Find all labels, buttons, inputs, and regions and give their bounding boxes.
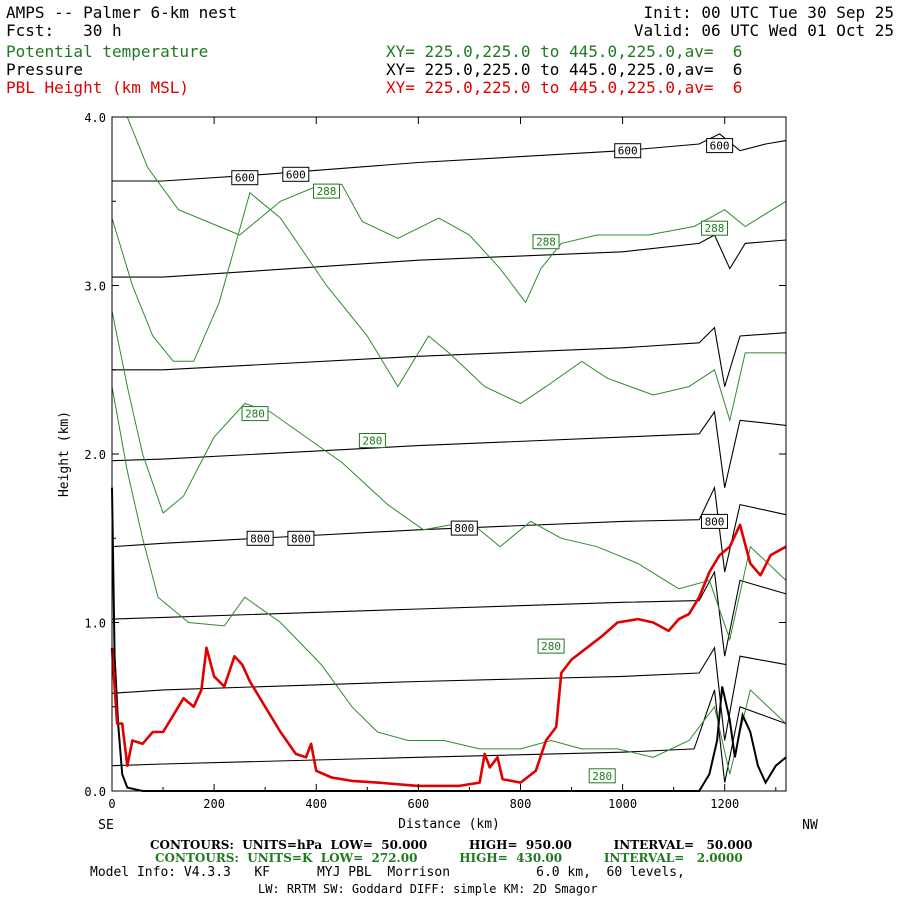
x-tick-label: 400 — [305, 797, 327, 811]
plot-frame — [111, 116, 787, 792]
x-tick-label: 200 — [203, 797, 225, 811]
valid-time: Valid: 06 UTC Wed 01 Oct 25 — [633, 21, 894, 40]
theta-contour-label-box — [358, 433, 386, 448]
xsection-spec-theta: XY= 225.0,225.0 to 445.0,225.0,av= 6 — [386, 42, 743, 61]
pressure-contour-label-box — [287, 530, 315, 546]
footer-contours-theta: CONTOURS: UNITS=K LOW= 272.00 HIGH= 430.… — [155, 851, 743, 865]
pressure-contour-label: 600 — [235, 172, 255, 185]
pressure-contour-900 — [111, 646, 787, 741]
field-label-theta: Potential temperature — [6, 42, 209, 61]
terrain-line — [111, 487, 787, 792]
pressure-contour-950 — [111, 689, 787, 783]
theta-contour-286 — [111, 191, 786, 423]
pressure-contour-label-box — [614, 143, 642, 159]
pressure-contour-800 — [111, 485, 787, 573]
y-axis-label: Height (km) — [57, 411, 72, 497]
xsection-spec-pbl: XY= 225.0,225.0 to 445.0,225.0,av= 6 — [386, 78, 743, 97]
pbl-height-line — [110, 523, 787, 788]
y-tick-label: 1.0 — [84, 617, 106, 631]
footer-physics: LW: RRTM SW: Goddard DIFF: simple KM: 2D… — [258, 882, 598, 896]
pressure-contour-850 — [111, 570, 787, 657]
pressure-contour-label: 800 — [454, 522, 474, 535]
theta-contour-label-box — [313, 183, 340, 199]
x-tick-label: 800 — [510, 797, 532, 811]
theta-contour-label: 280 — [592, 770, 612, 783]
left-end-label: SE — [98, 818, 114, 833]
y-tick-label: 2.0 — [84, 448, 106, 462]
y-tick-label: 0.0 — [84, 785, 106, 799]
pressure-contour-label-box — [282, 166, 310, 182]
y-tick-label: 4.0 — [84, 111, 106, 125]
x-tick-label: 600 — [408, 797, 430, 811]
x-tick-label: 1200 — [710, 797, 739, 811]
x-tick-label: 1000 — [608, 797, 637, 811]
terrain-path — [111, 487, 787, 792]
pressure-contour-650 — [112, 234, 787, 278]
pressure-contour-700 — [112, 326, 787, 387]
right-end-label: NW — [802, 818, 818, 833]
footer-model-info: Model Info: V4.3.3 KF MYJ PBL Morrison 6… — [90, 865, 685, 880]
pressure-contour-label: 800 — [705, 515, 725, 528]
pressure-contour-label-box — [701, 513, 728, 529]
footer-contours-pressure: CONTOURS: UNITS=hPa LOW= 50.000 HIGH= 95… — [150, 838, 753, 852]
theta-contour-288 — [126, 116, 787, 304]
field-label-pressure: Pressure — [6, 60, 84, 79]
x-tick-label: 0 — [108, 797, 115, 811]
x-axis-label: Distance (km) — [398, 817, 500, 832]
theta-contour-280 — [111, 386, 787, 775]
pressure-contour-label: 600 — [710, 140, 730, 153]
field-label-pbl: PBL Height (km MSL) — [6, 78, 190, 97]
pressure-contour-label: 800 — [250, 532, 270, 545]
theta-contour-label: 280 — [245, 408, 265, 421]
forecast-hour: Fcst: 30 h — [6, 21, 122, 40]
y-tick-label: 3.0 — [84, 280, 106, 294]
chart-title: AMPS -- Palmer 6-km nest — [6, 3, 238, 22]
theta-contour-label: 280 — [541, 640, 561, 653]
pressure-contour-label-box — [246, 530, 274, 546]
pbl-height-path — [110, 523, 787, 788]
theta-contour-label: 288 — [536, 236, 556, 249]
pressure-contour-label: 600 — [286, 168, 306, 181]
theta-contours — [111, 116, 787, 775]
init-time: Init: 00 UTC Tue 30 Sep 25 — [643, 3, 894, 22]
pressure-contour-600 — [112, 133, 787, 182]
contour-labels: 600 600 600 600 800 800 800 800 288 288 288 280 280 2… — [231, 138, 734, 784]
theta-contour-label: 288 — [705, 222, 725, 235]
theta-contour-label-box — [241, 406, 269, 422]
theta-contour-label-box — [588, 768, 616, 784]
pressure-contour-750 — [111, 410, 787, 488]
theta-contour-label: 280 — [362, 435, 382, 448]
pressure-contour-label: 800 — [291, 532, 311, 545]
pressure-contour-label-box — [706, 138, 734, 154]
axes: 0 200 400 600 800 1000 1200 0.0 1.0 2.0 3.0 4.0 Dist… — [57, 111, 818, 833]
theta-contour-label: 288 — [317, 185, 337, 198]
theta-contour-284 — [111, 310, 787, 642]
theta-contour-label-box — [537, 638, 565, 654]
pressure-contours — [111, 133, 787, 783]
xsection-spec-pressure: XY= 225.0,225.0 to 445.0,225.0,av= 6 — [386, 60, 743, 79]
theta-contour-label-box — [532, 234, 560, 250]
pressure-contour-label-box — [450, 520, 478, 536]
pressure-contour-label-box — [231, 170, 259, 186]
theta-contour-label-box — [701, 220, 728, 236]
pressure-contour-label: 600 — [618, 145, 638, 158]
